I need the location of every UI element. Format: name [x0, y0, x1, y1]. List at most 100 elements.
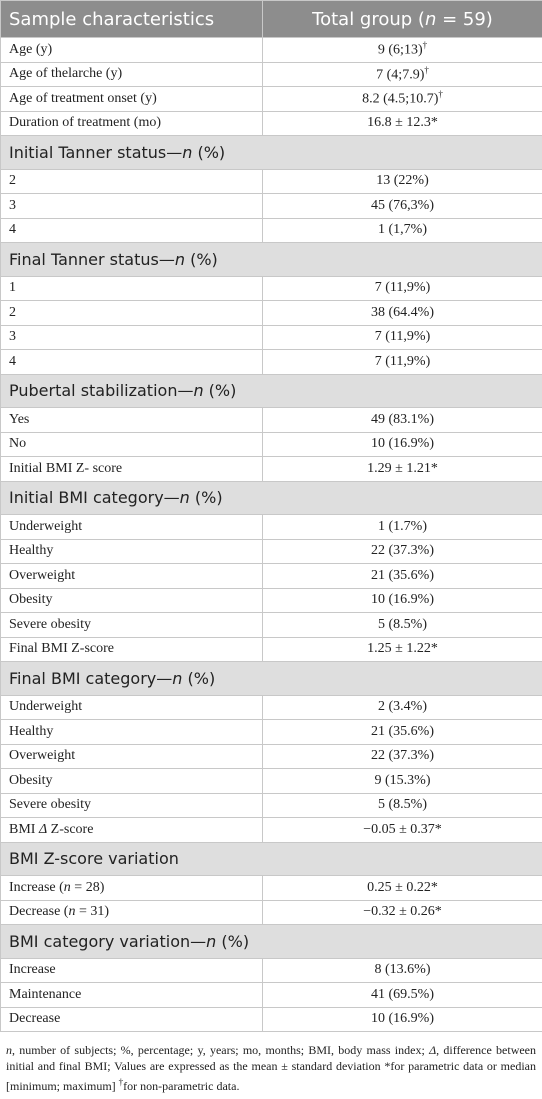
row-value: 16.8 ± 12.3*	[262, 110, 542, 136]
section-row: Final Tanner status—n (%)	[0, 242, 542, 277]
footnote: n, number of subjects; %, percentage; y,…	[0, 1032, 542, 1094]
row-value: 45 (76,3%)	[262, 193, 542, 219]
text-part: (%)	[189, 488, 223, 508]
row-label: Decrease (n = 31)	[0, 899, 263, 925]
section-row: Initial Tanner status—n (%)	[0, 135, 542, 170]
section-row: BMI Z-score variation	[0, 841, 542, 876]
text-part: n	[206, 931, 217, 951]
row-label: No	[0, 431, 263, 457]
data-row: Maintenance 41 (69.5%)	[0, 982, 542, 1008]
data-row: Age (y) 9 (6;13)†	[0, 37, 542, 63]
text-part: Δ	[429, 1043, 437, 1057]
row-value: 49 (83.1%)	[262, 407, 542, 433]
data-row: Decrease (n = 31) −0.32 ± 0.26*	[0, 899, 542, 925]
section-row: Final BMI category—n (%)	[0, 661, 542, 696]
data-row: Initial BMI Z- score 1.29 ± 1.21*	[0, 456, 542, 482]
row-label: 4	[0, 217, 263, 243]
text-part: BMI	[9, 821, 39, 837]
data-row: 2 13 (22%)	[0, 168, 542, 194]
data-row: Decrease 10 (16.9%)	[0, 1006, 542, 1032]
row-label: Yes	[0, 407, 263, 433]
row-value: 9 (6;13)†	[262, 37, 542, 63]
row-value: 10 (16.9%)	[262, 1006, 542, 1032]
data-row: Obesity 10 (16.9%)	[0, 587, 542, 613]
text-part: n	[182, 142, 193, 162]
text-part: n	[174, 249, 185, 269]
row-value: 7 (4;7.9)†	[262, 61, 542, 87]
data-row: 3 45 (76,3%)	[0, 193, 542, 219]
data-row: Underweight 2 (3.4%)	[0, 694, 542, 720]
data-row: BMI Δ Z-score −0.05 ± 0.37*	[0, 817, 542, 843]
data-row: Final BMI Z-score 1.25 ± 1.22*	[0, 636, 542, 662]
header-cell: Total group (n = 59)	[262, 0, 542, 38]
row-value: 5 (8.5%)	[262, 612, 542, 638]
data-row: Duration of treatment (mo) 16.8 ± 12.3*	[0, 110, 542, 136]
data-row: Overweight 22 (37.3%)	[0, 743, 542, 769]
section-label: Initial Tanner status—n (%)	[0, 135, 542, 170]
row-label: Final BMI Z-score	[0, 636, 263, 662]
text-part: Final BMI category—	[9, 668, 173, 688]
row-value: 0.25 ± 0.22*	[262, 875, 542, 901]
data-row: Underweight 1 (1.7%)	[0, 514, 542, 540]
text-part: 8.2 (4.5;10.7)	[362, 92, 439, 108]
text-part: n	[172, 668, 183, 688]
table: Sample characteristics Total group (n = 5…	[0, 0, 542, 1032]
row-value: 7 (11,9%)	[262, 324, 542, 350]
text-part: Decrease (	[9, 904, 69, 920]
text-part: Increase (	[9, 879, 64, 895]
text-part: (%)	[203, 381, 237, 401]
text-part: (%)	[182, 668, 216, 688]
row-label: Severe obesity	[0, 792, 263, 818]
section-label: BMI Z-score variation	[0, 841, 542, 876]
row-label: Age of thelarche (y)	[0, 61, 263, 87]
row-value: 13 (22%)	[262, 168, 542, 194]
text-part: 9 (6;13)	[377, 43, 423, 59]
text-part: †	[438, 89, 443, 100]
row-label: Underweight	[0, 694, 263, 720]
row-value: 2 (3.4%)	[262, 694, 542, 720]
text-part: for non-parametric data.	[123, 1079, 240, 1093]
section-label: Initial BMI category—n (%)	[0, 480, 542, 515]
row-value: 1.29 ± 1.21*	[262, 456, 542, 482]
row-label: Overweight	[0, 563, 263, 589]
row-value: 5 (8.5%)	[262, 792, 542, 818]
data-row: Healthy 22 (37.3%)	[0, 538, 542, 564]
row-value: 7 (11,9%)	[262, 349, 542, 375]
row-value: 21 (35.6%)	[262, 719, 542, 745]
text-part: n	[424, 8, 437, 30]
section-row: BMI category variation—n (%)	[0, 924, 542, 959]
text-part: †	[422, 40, 428, 51]
row-value: 41 (69.5%)	[262, 982, 542, 1008]
row-label: Duration of treatment (mo)	[0, 110, 263, 136]
text-part: n	[193, 381, 204, 401]
text-part: n	[6, 1043, 12, 1057]
header-row: Sample characteristics Total group (n = 5…	[0, 0, 542, 38]
text-part: BMI category variation—	[9, 931, 207, 951]
text-part: = 28)	[70, 879, 105, 895]
data-row: Severe obesity 5 (8.5%)	[0, 612, 542, 638]
text-part: Pubertal stabilization—	[9, 381, 194, 401]
row-label: Underweight	[0, 514, 263, 540]
row-label: BMI Δ Z-score	[0, 817, 263, 843]
row-label: 4	[0, 349, 263, 375]
text-part: (%)	[216, 931, 250, 951]
data-row: Healthy 21 (35.6%)	[0, 719, 542, 745]
row-label: Increase (n = 28)	[0, 875, 263, 901]
section-label: Pubertal stabilization—n (%)	[0, 373, 542, 408]
text-part: †	[424, 64, 429, 75]
row-value: 22 (37.3%)	[262, 743, 542, 769]
row-value: 38 (64.4%)	[262, 300, 542, 326]
data-row: No 10 (16.9%)	[0, 431, 542, 457]
row-value: 8.2 (4.5;10.7)†	[262, 86, 542, 112]
table-body: Sample characteristics Total group (n = 5…	[0, 0, 542, 1032]
data-row: 2 38 (64.4%)	[0, 300, 542, 326]
data-row: Overweight 21 (35.6%)	[0, 563, 542, 589]
text-part: n	[68, 904, 76, 920]
row-value: −0.05 ± 0.37*	[262, 817, 542, 843]
text-part: 7 (4;7.9)	[376, 67, 425, 83]
row-label: Healthy	[0, 719, 263, 745]
